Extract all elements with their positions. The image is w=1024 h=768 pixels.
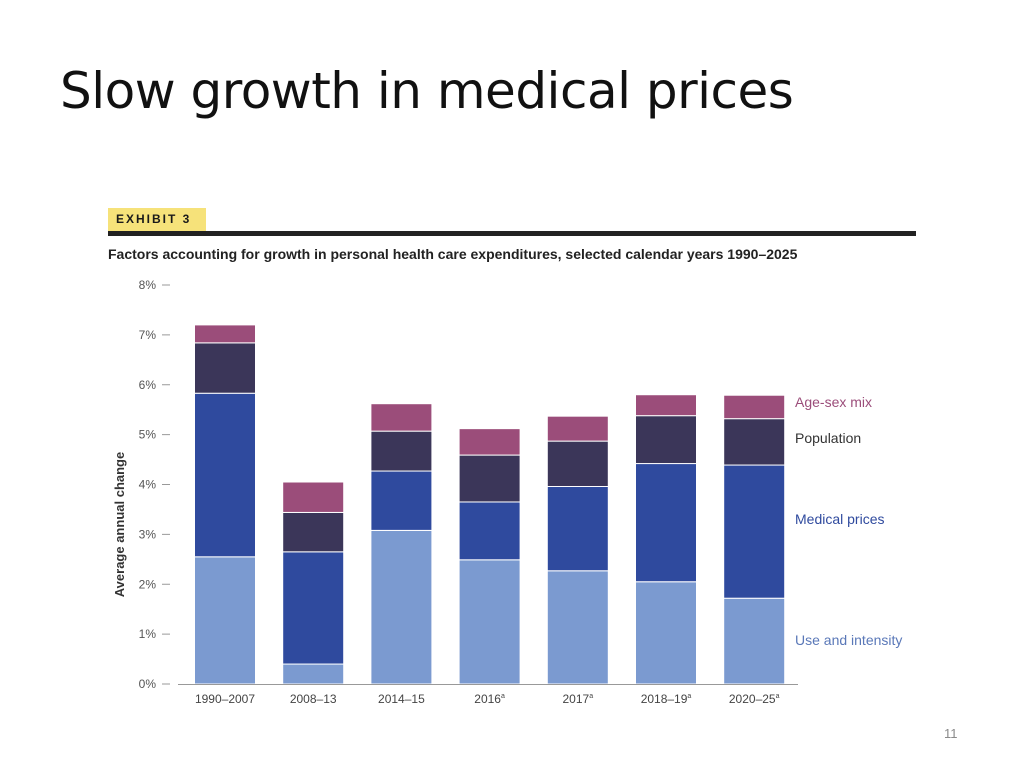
legend-entry: Use and intensity <box>795 632 902 648</box>
bar-segment-population <box>458 454 521 503</box>
bar-segment-age-sex-mix <box>194 324 256 344</box>
bar-segment-medical-prices <box>194 392 256 558</box>
y-tick-label: 3% <box>139 527 157 541</box>
bar-segment-age-sex-mix <box>723 394 786 420</box>
y-tick-label: 6% <box>139 378 157 392</box>
exhibit-rule <box>108 231 916 236</box>
bar-segment-age-sex-mix <box>458 428 521 456</box>
x-tick-label: 1990–2007 <box>195 692 255 706</box>
bar-segment-medical-prices <box>282 551 345 665</box>
x-tick-label: 2020–25a <box>729 692 780 706</box>
bar-segment-medical-prices <box>370 470 433 531</box>
bar-segment-use-and-intensity <box>723 597 786 685</box>
bar-segment-population <box>370 430 433 472</box>
y-tick-label: 4% <box>139 478 157 492</box>
slide-number: 11 <box>944 726 958 741</box>
legend-entry: Medical prices <box>795 511 884 527</box>
x-tick-label: 2018–19a <box>641 692 692 706</box>
bar-segment-population <box>546 440 609 487</box>
bar-segment-medical-prices <box>458 501 521 561</box>
y-tick-label: 5% <box>139 428 157 442</box>
bar-segment-population <box>282 511 345 553</box>
bar-segment-medical-prices <box>635 463 697 583</box>
bar-segment-population <box>723 418 786 466</box>
bar-segment-use-and-intensity <box>635 581 697 685</box>
exhibit-label: EXHIBIT 3 <box>116 212 192 226</box>
x-tick-label: 2016a <box>474 692 505 706</box>
bar-segment-use-and-intensity <box>458 559 521 685</box>
bar-segment-age-sex-mix <box>370 403 433 432</box>
x-tick-label: 2014–15 <box>378 692 425 706</box>
y-axis-title: Average annual change <box>112 452 127 597</box>
bar-segment-age-sex-mix <box>635 394 697 417</box>
x-tick-label: 2017a <box>562 692 593 706</box>
chart-title: Factors accounting for growth in persona… <box>108 246 798 262</box>
y-tick-label: 8% <box>139 278 157 292</box>
bar-segment-use-and-intensity <box>282 663 345 685</box>
y-tick-label: 0% <box>139 677 157 691</box>
y-tick-label: 7% <box>139 328 157 342</box>
bar-segment-population <box>194 342 256 394</box>
x-tick-label: 2008–13 <box>290 692 337 706</box>
bar-segment-medical-prices <box>723 464 786 599</box>
exhibit-tag: EXHIBIT 3 <box>108 208 206 232</box>
legend-entry: Population <box>795 430 861 446</box>
bar-segment-medical-prices <box>546 485 609 572</box>
y-tick-label: 2% <box>139 577 157 591</box>
legend-entry: Age-sex mix <box>795 394 872 410</box>
y-tick-label: 1% <box>139 627 157 641</box>
bar-segment-use-and-intensity <box>370 529 433 685</box>
bar-segment-population <box>635 415 697 465</box>
bar-segment-use-and-intensity <box>194 556 256 685</box>
bar-segment-age-sex-mix <box>282 481 345 513</box>
bar-segment-age-sex-mix <box>546 415 609 442</box>
slide-title: Slow growth in medical prices <box>60 62 794 120</box>
bar-segment-use-and-intensity <box>546 570 609 685</box>
